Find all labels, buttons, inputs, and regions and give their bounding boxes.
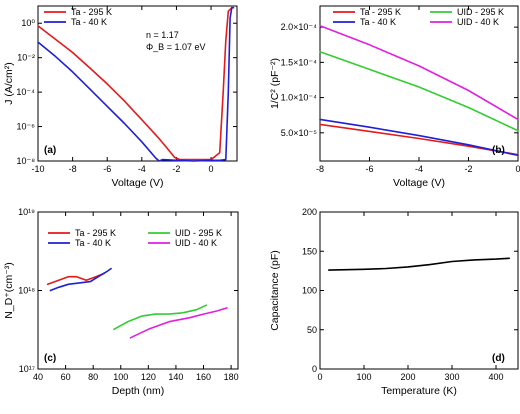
x-tick-label: -2 <box>172 164 180 174</box>
series-line-uid-40-k <box>129 307 228 339</box>
x-tick-label: 300 <box>444 372 459 382</box>
y-axis-label: Capacitance (pF) <box>269 250 281 331</box>
chart-panel-a: -10 -8 -6 -4 -2 0 10⁰ 10⁻² 10⁻⁴ 10⁻⁶ 10⁻⁸ Voltage (… <box>3 5 238 189</box>
y-axis-label: J (A/cm²) <box>3 62 15 105</box>
legend-label: Ta - 40 K <box>360 17 396 27</box>
y-tick-label: 1.5×10⁻⁴ <box>281 57 318 67</box>
series-line-ta-40-k <box>49 267 112 292</box>
y-tick-label: 10⁻⁴ <box>16 87 35 97</box>
legend-label: Ta - 295 K <box>71 7 112 17</box>
y-tick-label: 1.0×10⁻⁴ <box>281 93 318 103</box>
legend-label: Ta - 40 K <box>75 238 111 248</box>
y-tick-label: 150 <box>302 246 317 256</box>
y-tick-label: 10⁻² <box>17 53 35 63</box>
annotation-text: Φ_B = 1.07 eV <box>146 42 205 52</box>
plot-frame <box>37 5 238 162</box>
series-line-data <box>327 257 511 271</box>
series-line-uid-295-k <box>113 304 208 331</box>
x-tick-label: 40 <box>33 372 43 382</box>
legend-label: UID - 295 K <box>175 228 222 238</box>
x-tick-label: -4 <box>138 164 146 174</box>
annotation-text: n = 1.17 <box>146 30 179 40</box>
x-tick-label: -6 <box>365 164 373 174</box>
panel-label: (c) <box>44 353 56 364</box>
series-line-ta-295-k <box>319 123 519 156</box>
panel-label: (a) <box>44 145 56 156</box>
x-tick-label: 60 <box>61 372 71 382</box>
plot-frame <box>319 211 519 370</box>
legend-label: Ta - 295 K <box>360 7 401 17</box>
chart-panel-d: 0 100 200 300 400 0 50 100 150 200 Temperature (K)… <box>269 207 519 397</box>
x-tick-label: -4 <box>415 164 423 174</box>
x-tick-label: 120 <box>141 372 156 382</box>
y-tick-label: 10¹⁷ <box>19 364 35 374</box>
y-tick-label: 0 <box>312 364 317 374</box>
x-tick-label: 400 <box>488 372 503 382</box>
x-tick-label: -6 <box>103 164 111 174</box>
x-tick-label: 180 <box>224 372 239 382</box>
y-tick-label: 2.0×10⁻⁴ <box>281 22 318 32</box>
legend-label: UID - 40 K <box>457 17 499 27</box>
y-tick-label: 10⁻⁸ <box>16 156 35 166</box>
x-tick-label: 200 <box>400 372 415 382</box>
x-axis-label: Depth (nm) <box>112 385 165 397</box>
series-line-ta-40-k <box>37 6 235 162</box>
chart-panel-b: -8 -6 -4 -2 0 5.0×10⁻⁵ 1.0×10⁻⁴ 1.5×10⁻⁴ 2.0×10⁻… <box>269 5 520 189</box>
legend-label: Ta - 295 K <box>75 228 116 238</box>
x-axis-label: Temperature (K) <box>381 385 457 397</box>
series-line-uid-295-k <box>319 50 519 132</box>
x-tick-label: 100 <box>113 372 128 382</box>
y-tick-label: 10¹⁸ <box>18 286 35 296</box>
x-tick-label: -8 <box>69 164 77 174</box>
x-tick-label: -8 <box>316 164 324 174</box>
legend-label: Ta - 40 K <box>71 17 107 27</box>
y-tick-label: 200 <box>302 207 317 217</box>
series-line-ta-295-k <box>37 6 233 161</box>
x-tick-label: 0 <box>515 164 520 174</box>
x-tick-label: 80 <box>88 372 98 382</box>
x-axis-label: Voltage (V) <box>112 177 164 189</box>
x-axis-label: Voltage (V) <box>393 177 445 189</box>
legend-label: UID - 40 K <box>175 238 217 248</box>
series-line-uid-40-k <box>319 24 519 121</box>
x-tick-label: 0 <box>317 372 322 382</box>
x-tick-label: 100 <box>356 372 371 382</box>
chart-panel-c: 40 60 80 100 120 140 160 180 10¹⁷ 10¹⁸ 10¹⁹ Depth (… <box>3 207 239 397</box>
x-tick-label: 140 <box>168 372 183 382</box>
panel-label: (d) <box>492 353 505 364</box>
legend-label: UID - 295 K <box>457 7 504 17</box>
x-tick-label: 160 <box>196 372 211 382</box>
y-axis-label: 1/C² (pF⁻²) <box>269 58 281 109</box>
y-tick-label: 5.0×10⁻⁵ <box>281 128 318 138</box>
panel-label: (b) <box>492 145 505 156</box>
y-tick-label: 10⁻⁶ <box>17 122 36 132</box>
x-tick-label: -10 <box>31 164 44 174</box>
y-tick-label: 50 <box>307 325 317 335</box>
y-tick-label: 10¹⁹ <box>18 207 35 217</box>
y-tick-label: 10⁰ <box>21 18 35 28</box>
series-line-ta-40-k <box>319 118 519 157</box>
x-tick-label: 0 <box>209 164 214 174</box>
y-axis-label: N_D⁺(cm⁻³) <box>3 262 15 319</box>
x-tick-label: -2 <box>464 164 472 174</box>
y-tick-label: 100 <box>302 286 317 296</box>
